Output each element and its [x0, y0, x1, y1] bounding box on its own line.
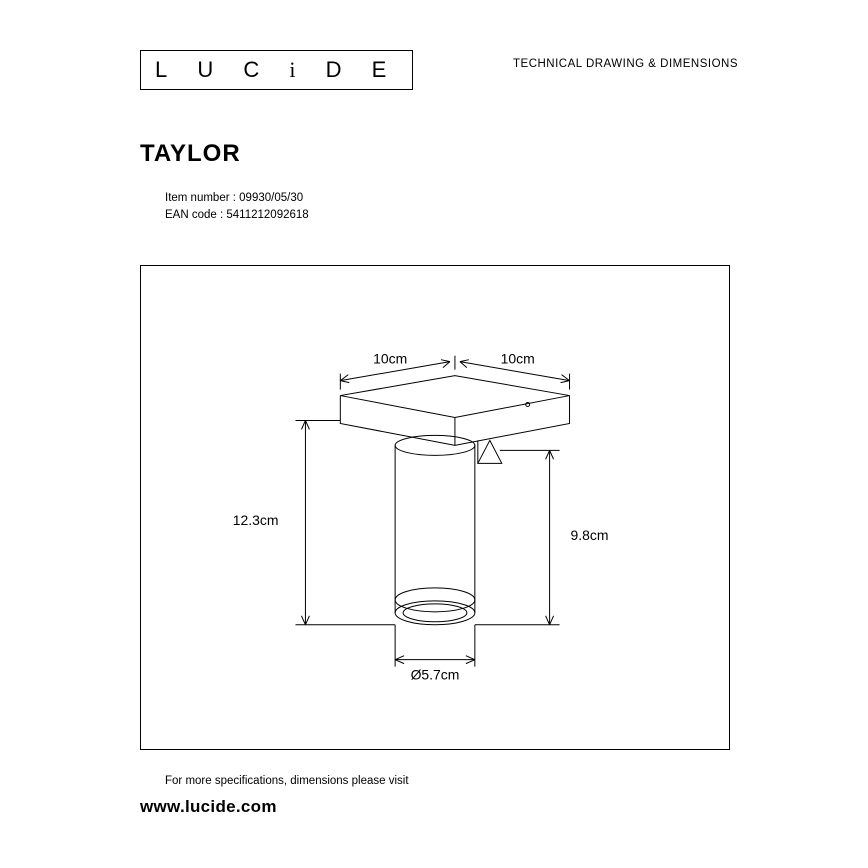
ean-label: EAN code :: [165, 209, 223, 221]
logo-text: L U C i D E: [155, 57, 398, 82]
dim-top-left: 10cm: [373, 351, 407, 367]
dim-diameter: Ø5.7cm: [411, 667, 460, 683]
item-number-value: 09930/05/30: [239, 192, 303, 204]
dim-height-right: 9.8cm: [570, 527, 608, 543]
technical-drawing: 10cm 10cm 12.3cm 9.8cm Ø5.7cm: [141, 266, 729, 749]
product-codes: Item number : 09930/05/30 EAN code : 541…: [165, 190, 309, 225]
technical-drawing-frame: 10cm 10cm 12.3cm 9.8cm Ø5.7cm: [140, 265, 730, 750]
ean-value: 5411212092618: [226, 209, 308, 221]
footer-url: www.lucide.com: [140, 797, 277, 817]
footer-line: For more specifications, dimensions plea…: [165, 775, 409, 787]
dim-height-left: 12.3cm: [233, 512, 279, 528]
product-name: TAYLOR: [140, 140, 241, 168]
item-number-label: Item number :: [165, 192, 236, 204]
dim-top-right: 10cm: [501, 351, 535, 367]
brand-logo: L U C i D E: [140, 50, 413, 90]
header-subtitle: TECHNICAL DRAWING & DIMENSIONS: [513, 58, 738, 70]
